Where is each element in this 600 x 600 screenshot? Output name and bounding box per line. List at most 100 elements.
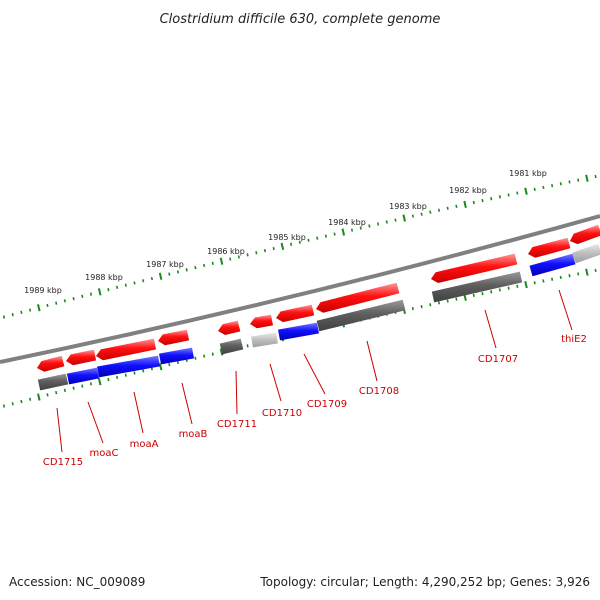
inner-ring-tick	[194, 356, 197, 360]
outer-ring-tick	[516, 191, 519, 195]
inner-ring-tick	[211, 352, 214, 356]
inner-ring-tick	[507, 286, 510, 290]
gene-leader-line	[235, 370, 238, 415]
inner-ring-tick	[2, 404, 6, 408]
outer-ring-tick	[377, 222, 380, 226]
outer-ring-tick	[316, 236, 319, 240]
outer-ring-tick	[46, 303, 49, 308]
inner-ring-tick	[20, 399, 23, 404]
outer-ring-tick	[411, 214, 414, 218]
outer-ring-tick	[507, 193, 510, 197]
gene-leader-line	[269, 363, 282, 402]
outer-ring-tick	[211, 261, 214, 265]
gray-feature-bar	[37, 373, 69, 391]
inner-ring-tick	[81, 384, 84, 388]
inner-ring-tick	[577, 272, 580, 276]
kbp-label: 1989 kbp	[24, 286, 62, 295]
gray-feature-bar	[219, 338, 244, 355]
outer-ring-tick	[324, 234, 327, 238]
gene-leader-line	[181, 382, 193, 425]
outer-ring-tick	[394, 218, 397, 222]
outer-ring-tick	[341, 228, 346, 236]
outer-ring-tick	[551, 184, 554, 188]
light-feature-bar	[572, 243, 600, 264]
inner-ring-tick	[176, 360, 180, 365]
inner-ring-tick	[246, 344, 249, 348]
outer-ring-tick	[168, 272, 171, 276]
outer-ring-tick	[350, 228, 354, 232]
gene-leader-line	[133, 391, 144, 434]
inner-ring-tick	[490, 290, 493, 294]
kbp-label: 1988 kbp	[85, 273, 123, 282]
gene-leader-line	[484, 309, 497, 349]
outer-ring-tick	[455, 204, 458, 208]
inner-ring-tick	[168, 362, 171, 367]
inner-ring-tick	[29, 397, 32, 401]
inner-ring-tick	[559, 275, 562, 280]
forward-gene-arrow	[96, 338, 157, 361]
outer-ring-tick	[72, 297, 75, 301]
inner-ring-tick	[455, 297, 458, 301]
gene-label: CD1711	[217, 419, 257, 430]
inner-ring-tick	[585, 268, 589, 276]
reverse-gene-bar	[278, 322, 319, 341]
inner-ring-tick	[89, 382, 93, 386]
gene-label: CD1707	[478, 354, 518, 365]
inner-ring-tick	[203, 354, 206, 358]
outer-ring-tick	[107, 288, 110, 292]
kbp-label: 1983 kbp	[389, 202, 427, 211]
inner-ring-tick	[524, 280, 528, 289]
forward-gene-arrow	[66, 349, 97, 366]
feature-track	[37, 224, 600, 391]
reverse-gene-bar	[159, 347, 194, 365]
outer-ring-tick	[594, 174, 597, 179]
inner-ring-tick	[116, 375, 119, 379]
inner-ring-tick	[133, 371, 136, 375]
outer-ring-tick	[359, 226, 362, 230]
inner-ring-tick	[72, 386, 75, 390]
outer-ring-tick	[481, 198, 484, 203]
outer-ring-tick	[446, 206, 449, 210]
gene-label: CD1715	[43, 457, 83, 468]
inner-ring-tick	[97, 377, 102, 386]
inner-ring-tick	[55, 390, 58, 395]
kbp-label: 1985 kbp	[268, 233, 306, 242]
gene-leader-line	[56, 407, 63, 453]
forward-gene-arrow	[570, 224, 600, 245]
outer-ring-tick	[185, 268, 188, 272]
inner-ring-tick	[542, 279, 545, 283]
outer-ring-tick	[11, 313, 14, 317]
outer-ring-tick	[133, 281, 136, 285]
kbp-label: 1986 kbp	[207, 247, 245, 256]
gene-label: moaC	[90, 448, 119, 459]
forward-gene-arrow	[158, 329, 190, 346]
outer-ring-tick	[142, 279, 145, 283]
outer-ring-tick	[158, 272, 163, 280]
outer-ring-tick	[20, 310, 23, 314]
outer-ring-tick	[585, 174, 589, 182]
light-feature-bar	[251, 332, 278, 348]
reverse-gene-bar	[97, 355, 160, 378]
outer-ring-tick	[246, 253, 249, 257]
forward-gene-arrow	[250, 314, 273, 329]
inner-ring-tick	[420, 305, 423, 309]
reverse-gene-bar	[529, 253, 576, 277]
inner-ring-tick	[533, 281, 536, 285]
outer-ring-tick	[229, 257, 232, 261]
gray-feature-bar	[431, 271, 523, 303]
gene-label: thiE2	[561, 334, 587, 345]
outer-ring-tick	[542, 185, 545, 190]
outer-ring-tick	[219, 257, 224, 265]
inner-ring-tick	[411, 306, 414, 311]
kbp-label: 1981 kbp	[509, 169, 547, 178]
outer-ring-tick	[280, 242, 285, 251]
inner-ring-tick	[142, 369, 145, 373]
gene-label-group: thiE2 CD1707 CD1708 CD1709 CD1710 CD1711 moaB m…	[43, 289, 587, 468]
outer-ring-tick	[533, 187, 536, 191]
inner-ring-tick	[124, 373, 127, 377]
inner-ring-tick	[568, 274, 571, 278]
inner-ring-tick	[63, 388, 66, 393]
inner-ring-tick	[481, 292, 484, 296]
inner-ring-tick	[446, 299, 449, 303]
inner-ring-tick	[516, 284, 519, 288]
